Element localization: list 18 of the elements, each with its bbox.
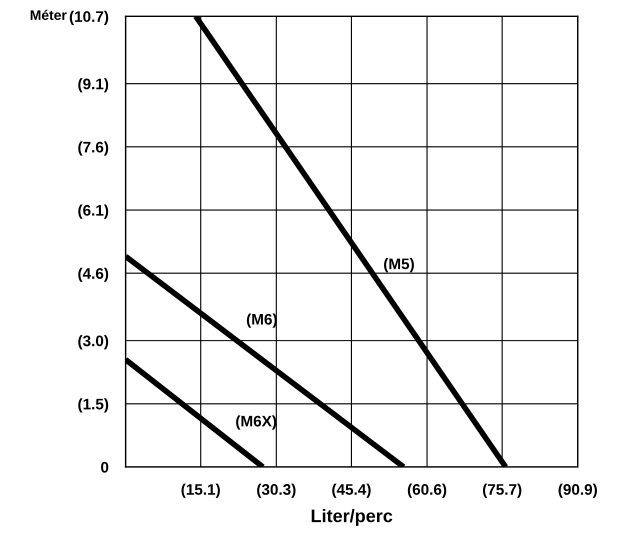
y-tick-label: (6.1) bbox=[78, 204, 108, 219]
x-tick-label: (75.7) bbox=[482, 484, 522, 498]
y-tick-label: (7.6) bbox=[78, 141, 108, 156]
x-axis-title: Liter/perc bbox=[312, 509, 392, 526]
y-tick-label: (9.1) bbox=[78, 78, 108, 92]
y-axis-title: Méter bbox=[30, 10, 67, 20]
x-tick-label: (45.4) bbox=[332, 484, 371, 498]
y-tick-label: 0 bbox=[101, 462, 108, 473]
x-tick-label: (60.6) bbox=[408, 484, 446, 498]
y-tick-label: (1.5) bbox=[78, 398, 108, 413]
x-tick-label: (30.3) bbox=[257, 484, 296, 498]
y-tick-label: (3.0) bbox=[78, 335, 108, 350]
x-tick-label: (90.9) bbox=[558, 484, 597, 498]
y-tick-label: (4.6) bbox=[78, 268, 108, 282]
x-tick-label: (15.1) bbox=[182, 484, 220, 498]
y-tick-label: (10.7) bbox=[70, 10, 108, 25]
series-label: (M6X) bbox=[236, 415, 276, 430]
series-label: (M5) bbox=[384, 258, 414, 272]
